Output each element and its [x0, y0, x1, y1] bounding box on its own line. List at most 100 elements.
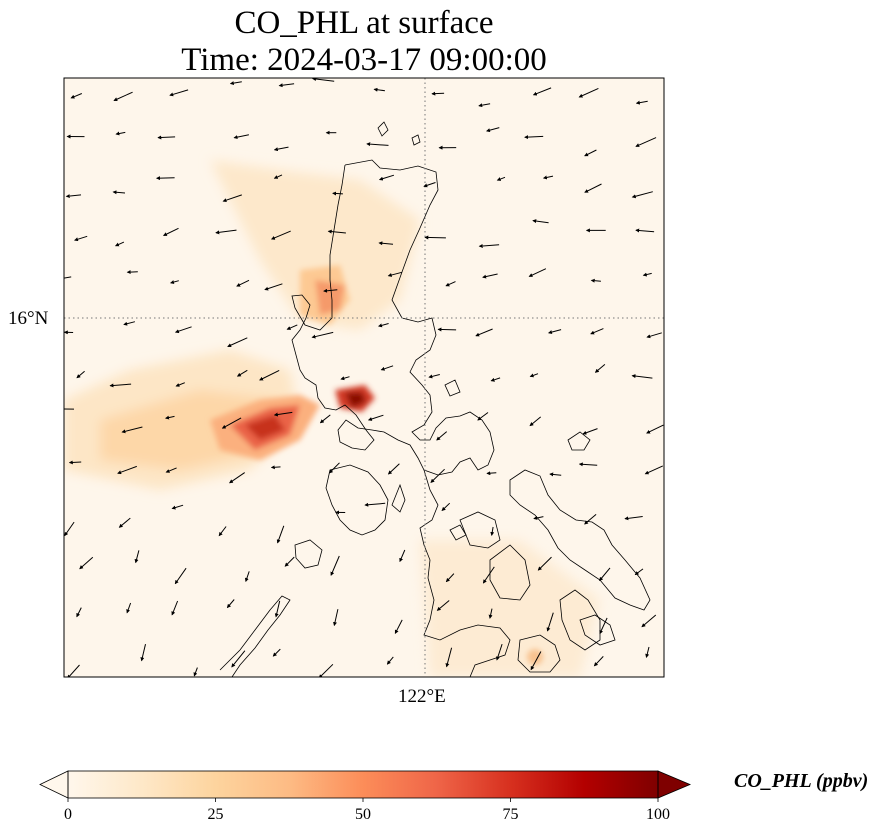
- wind-arrow: [340, 376, 350, 381]
- wind-arrow: [634, 568, 644, 576]
- wind-arrow: [76, 370, 85, 379]
- wind-arrow: [112, 190, 126, 195]
- wind-arrow: [134, 550, 140, 564]
- wind-arrow: [387, 271, 403, 277]
- wind-arrow: [529, 373, 539, 378]
- wind-arrow: [115, 131, 126, 136]
- wind-arrow: [318, 663, 334, 677]
- lon-tick-label: 122°E: [398, 686, 446, 707]
- leyte-coast: [559, 589, 601, 651]
- wind-arrow: [578, 87, 599, 98]
- wind-arrow: [65, 194, 82, 199]
- babuyan-coast: [411, 134, 421, 146]
- colorbar-gradient: [68, 771, 658, 798]
- wind-arrow: [264, 283, 283, 291]
- wind-arrow: [584, 183, 602, 193]
- wind-arrow: [64, 521, 75, 537]
- wind-arrow: [140, 643, 146, 662]
- wind-arrow: [635, 137, 657, 147]
- wind-arrow: [68, 460, 82, 465]
- wind-arrow: [76, 607, 82, 618]
- wind-arrow: [428, 374, 440, 379]
- wind-arrow: [229, 472, 245, 484]
- island-coast: [391, 483, 406, 513]
- wind-arrow: [399, 549, 406, 563]
- wind-arrow: [123, 321, 136, 326]
- wind-arrow: [170, 280, 179, 284]
- wind-arrow: [578, 462, 598, 467]
- wind-arrow: [332, 191, 343, 196]
- wind-arrow: [635, 100, 648, 105]
- wind-arrow: [218, 526, 227, 537]
- island2-coast: [449, 524, 467, 541]
- wind-arrow: [169, 89, 189, 97]
- wind-arrow: [599, 617, 608, 635]
- wind-arrow: [278, 83, 295, 88]
- cebu-coast: [517, 634, 561, 673]
- luzon-coast: [337, 159, 495, 476]
- wind-arrow: [74, 235, 88, 242]
- wind-arrow: [599, 567, 611, 582]
- wind-arrow: [477, 412, 489, 421]
- wind-arrow: [631, 191, 653, 199]
- wind-arrow: [222, 194, 242, 203]
- wind-arrow: [364, 502, 386, 507]
- wind-arrow: [424, 235, 446, 240]
- islet-coast: [294, 539, 323, 569]
- wind-arrow: [64, 276, 72, 279]
- polillo-coast: [444, 379, 461, 397]
- wind-arrow: [270, 230, 291, 240]
- wind-arrow: [328, 462, 340, 474]
- wind-arrow: [174, 567, 187, 585]
- wind-arrow: [244, 571, 250, 583]
- colorbar-extend-high: [657, 770, 692, 799]
- wind-arrow: [126, 270, 138, 275]
- wind-arrow: [582, 428, 598, 435]
- wind-arrow: [394, 619, 403, 635]
- wind-arrow: [175, 382, 185, 387]
- colorbar-extend-low: [39, 770, 69, 799]
- visayas-coast: [419, 469, 511, 677]
- wind-arrow: [221, 417, 242, 429]
- wind-arrow: [276, 525, 285, 544]
- wind-arrow: [378, 323, 389, 328]
- colorbar: [39, 770, 692, 802]
- wind-arrow: [445, 573, 455, 583]
- wind-arrow: [286, 324, 298, 330]
- wind-arrow: [236, 279, 250, 287]
- wind-arrow: [259, 369, 280, 381]
- wind-arrow: [162, 227, 179, 236]
- lat-tick-label: 16°N: [8, 308, 49, 329]
- wind-arrow: [79, 556, 94, 570]
- marinduque-coast: [459, 511, 501, 549]
- wind-arrow: [386, 656, 394, 665]
- wind-arrow: [445, 647, 453, 668]
- wind-arrow: [215, 229, 237, 235]
- wind-arrow: [546, 612, 554, 632]
- wind-arrow: [445, 281, 456, 287]
- wind-arrow: [273, 411, 293, 417]
- chart-title: CO_PHL at surface: [234, 5, 494, 41]
- wind-arrow: [635, 228, 655, 233]
- map-panel: [64, 78, 664, 677]
- wind-arrow: [378, 241, 394, 246]
- wind-arrow: [532, 219, 549, 224]
- wind-arrow: [227, 337, 248, 348]
- wind-arrow: [475, 328, 493, 337]
- wind-arrow: [367, 414, 384, 421]
- wind-arrow: [387, 463, 400, 475]
- wind-arrow: [323, 288, 338, 293]
- wind-arrow: [532, 87, 552, 96]
- wind-arrow: [482, 566, 495, 584]
- wind-arrow: [233, 134, 249, 140]
- wind-arrow: [229, 81, 242, 86]
- wind-arrow: [165, 415, 175, 420]
- wind-arrow: [631, 374, 653, 379]
- wind-arrow: [528, 268, 547, 277]
- wind-arrow: [584, 514, 597, 525]
- wind-arrow: [645, 646, 650, 658]
- coastlines: [219, 121, 651, 677]
- wind-arrow: [537, 556, 552, 571]
- wind-arrow: [646, 424, 664, 434]
